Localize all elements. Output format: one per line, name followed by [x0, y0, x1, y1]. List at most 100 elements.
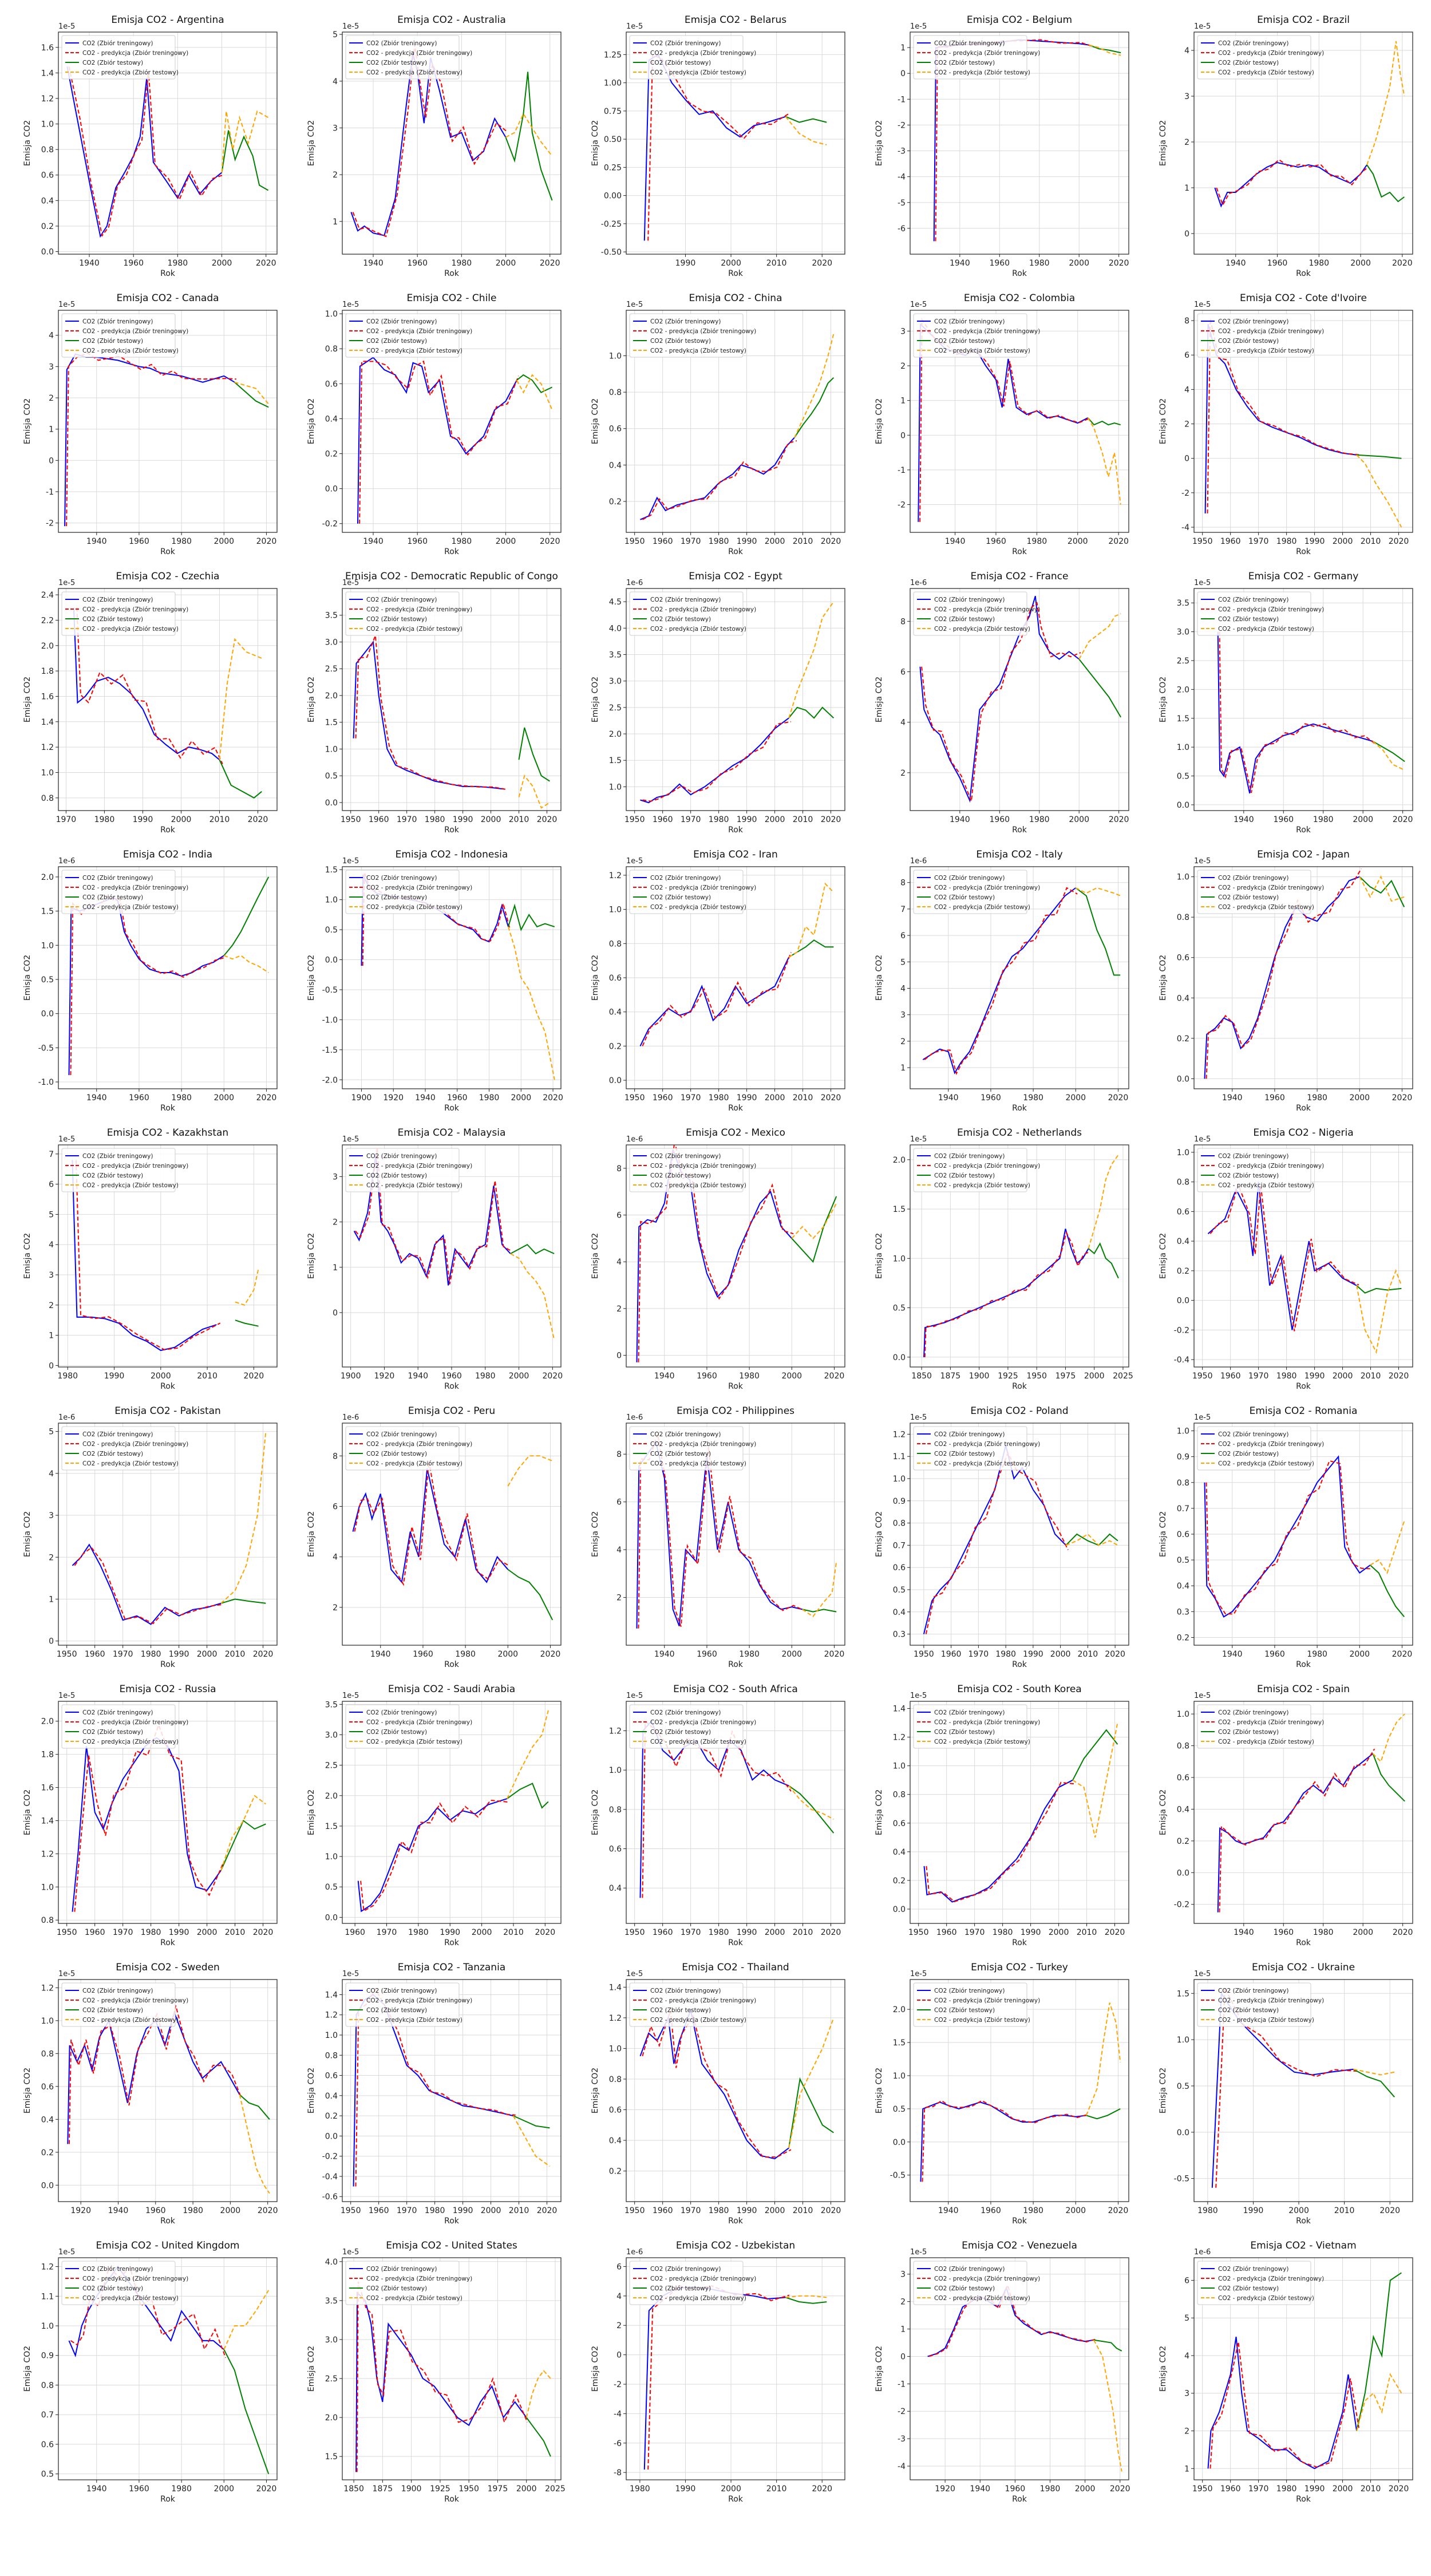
x-tick-label: 1960 [981, 2206, 1001, 2215]
legend-label: CO2 (Zbiór testowy) [1218, 894, 1279, 901]
y-tick-label: 0.5 [893, 1586, 906, 1595]
series-train-prediction [74, 1547, 224, 1625]
legend-label: CO2 (Zbiór testowy) [82, 894, 143, 901]
y-axis-label: Emisja CO2 [591, 1233, 600, 1279]
x-tick-label: 1970 [964, 1928, 985, 1937]
x-tick-label: 1920 [374, 1372, 395, 1381]
legend-label: CO2 (Zbiór testowy) [82, 1172, 143, 1179]
x-tick-label: 2020 [1109, 815, 1129, 824]
y-tick-label: 3 [333, 1172, 338, 1182]
legend-label: CO2 - predykcja (Zbiór testowy) [82, 1182, 179, 1189]
y-tick-label: 0.5 [1177, 1556, 1189, 1565]
y-tick-label: 4 [616, 2292, 622, 2301]
plot-frame [910, 1144, 1129, 1368]
x-tick-label: 1960 [1267, 259, 1288, 268]
y-tick-label: 1.2 [609, 2014, 622, 2023]
y-tick-label: -0.4 [1174, 1356, 1189, 1365]
legend: CO2 (Zbiór treningowy) CO2 - predykcja (Z… [1197, 35, 1324, 80]
legend-label: CO2 - predykcja (Zbiór testowy) [366, 69, 462, 76]
x-tick-label: 2000 [1353, 1928, 1373, 1937]
x-tick-label: 2010 [209, 815, 230, 824]
plot-frame [1193, 31, 1413, 255]
y-tick-label: 3.0 [325, 638, 338, 647]
y-tick-label: 0.4 [1177, 1237, 1189, 1246]
legend-label: CO2 - predykcja (Zbiór testowy) [366, 2295, 462, 2302]
x-axis-label: Rok [444, 1104, 460, 1113]
line-chart: 1950 1960 1970 1980 1990 2000 2010 2020 0 1 2 3 4 5 1e… [23, 1405, 278, 1669]
y-tick-label: 1.0 [1177, 2036, 1189, 2045]
line-chart: 1940 1960 1980 2000 2020 0.2 0.3 0.4 0.5 0.6 0.7 0.… [1159, 1405, 1413, 1669]
series-train-prediction [74, 1723, 224, 1912]
y-tick-label: 1.0 [1177, 1710, 1189, 1719]
plot-lines [64, 352, 269, 527]
x-tick-label: 1900 [401, 2484, 422, 2494]
axis-exponent: 1e-5 [1194, 1413, 1211, 1422]
chart-title: Emisja CO2 - Japan [1257, 849, 1350, 860]
legend-label: CO2 (Zbiór treningowy) [366, 875, 437, 882]
plot-frame [626, 588, 845, 811]
legend-label: CO2 (Zbiór testowy) [934, 2007, 995, 2014]
y-tick-label: 1.0 [1177, 1427, 1189, 1436]
y-tick-label: 0.6 [1177, 1530, 1189, 1539]
x-tick-label: 1940 [1234, 1928, 1254, 1937]
legend-label: CO2 - predykcja (Zbiór treningowy) [934, 884, 1040, 891]
x-tick-label: 2020 [540, 259, 560, 268]
y-axis-label: Emisja CO2 [591, 955, 600, 1001]
legend-label: CO2 - predykcja (Zbiór testowy) [934, 626, 1030, 633]
x-tick-label: 1980 [171, 1093, 192, 1103]
legend-box [61, 2261, 176, 2305]
y-tick-label: -0.25 [601, 220, 622, 229]
legend: CO2 (Zbiór treningowy) CO2 - predykcja (Z… [61, 35, 188, 80]
legend-box [1197, 1148, 1311, 1192]
y-tick-label: 0.4 [609, 1008, 622, 1017]
series-test-prediction [220, 1795, 266, 1871]
y-tick-label: -4 [1181, 523, 1189, 532]
axis-exponent: 1e-6 [626, 1413, 643, 1422]
line-chart: 1850 1875 1900 1925 1950 1975 2000 2025 1.5 2.0 2.… [307, 2240, 566, 2504]
chart-title: Emisja CO2 - Malaysia [398, 1127, 506, 1139]
legend-label: CO2 (Zbiór testowy) [366, 616, 427, 623]
line-chart: 1920 1940 1960 1980 2000 2020 0.0 0.2 0.4 0.6 0.8 1… [23, 1962, 278, 2226]
y-tick-label: -0.2 [322, 2152, 338, 2162]
x-axis-label: Rok [160, 1104, 176, 1113]
legend-label: CO2 (Zbiór treningowy) [650, 875, 721, 882]
plot-lines [927, 2283, 1122, 2472]
plot-frame [58, 1701, 278, 1924]
series-train-actual [1204, 1455, 1371, 1618]
legend-label: CO2 (Zbiór testowy) [934, 1451, 995, 1457]
legend-label: CO2 (Zbiór testowy) [1218, 1729, 1279, 1736]
y-tick-label: 0.0 [1177, 1868, 1189, 1878]
series-test-actual [1372, 1753, 1405, 1802]
legend-label: CO2 (Zbiór testowy) [1218, 616, 1279, 623]
y-tick-label: 1.2 [41, 743, 54, 752]
plot-frame [910, 310, 1129, 533]
y-tick-label: 0.2 [609, 1042, 622, 1051]
series-test-prediction [1356, 1269, 1402, 1354]
x-tick-label: 1940 [415, 1093, 436, 1103]
plot-lines [920, 2002, 1121, 2182]
chart-title: Emisja CO2 - China [689, 293, 782, 304]
x-tick-label: 1950 [624, 2206, 645, 2215]
legend-label: CO2 - predykcja (Zbiór treningowy) [650, 606, 756, 613]
legend-box [61, 1426, 176, 1471]
y-tick-label: 3 [49, 1271, 54, 1280]
legend-label: CO2 - predykcja (Zbiór testowy) [1218, 904, 1314, 911]
x-tick-label: 1990 [1304, 2484, 1325, 2494]
legend-label: CO2 (Zbiór testowy) [82, 1451, 143, 1457]
legend-label: CO2 (Zbiór testowy) [1218, 2285, 1279, 2292]
x-tick-label: 1980 [94, 815, 115, 824]
legend-label: CO2 - predykcja (Zbiór treningowy) [366, 50, 472, 57]
x-tick-label: 1980 [709, 815, 729, 824]
y-tick-label: 0.0 [41, 1010, 54, 1019]
series-train-actual [73, 607, 220, 761]
x-tick-label: 1980 [168, 259, 188, 268]
y-tick-label: 1.6 [41, 1784, 54, 1793]
series-test-prediction [1078, 613, 1121, 659]
legend-label: CO2 - predykcja (Zbiór testowy) [82, 1739, 179, 1745]
x-tick-label: 1940 [1226, 259, 1246, 268]
axis-exponent: 1e-5 [626, 301, 643, 309]
y-tick-label: 0 [900, 431, 906, 440]
x-tick-label: 2000 [1069, 259, 1089, 268]
legend-label: CO2 (Zbiór treningowy) [1218, 1153, 1288, 1160]
legend: CO2 (Zbiór treningowy) CO2 - predykcja (Z… [345, 1426, 472, 1471]
